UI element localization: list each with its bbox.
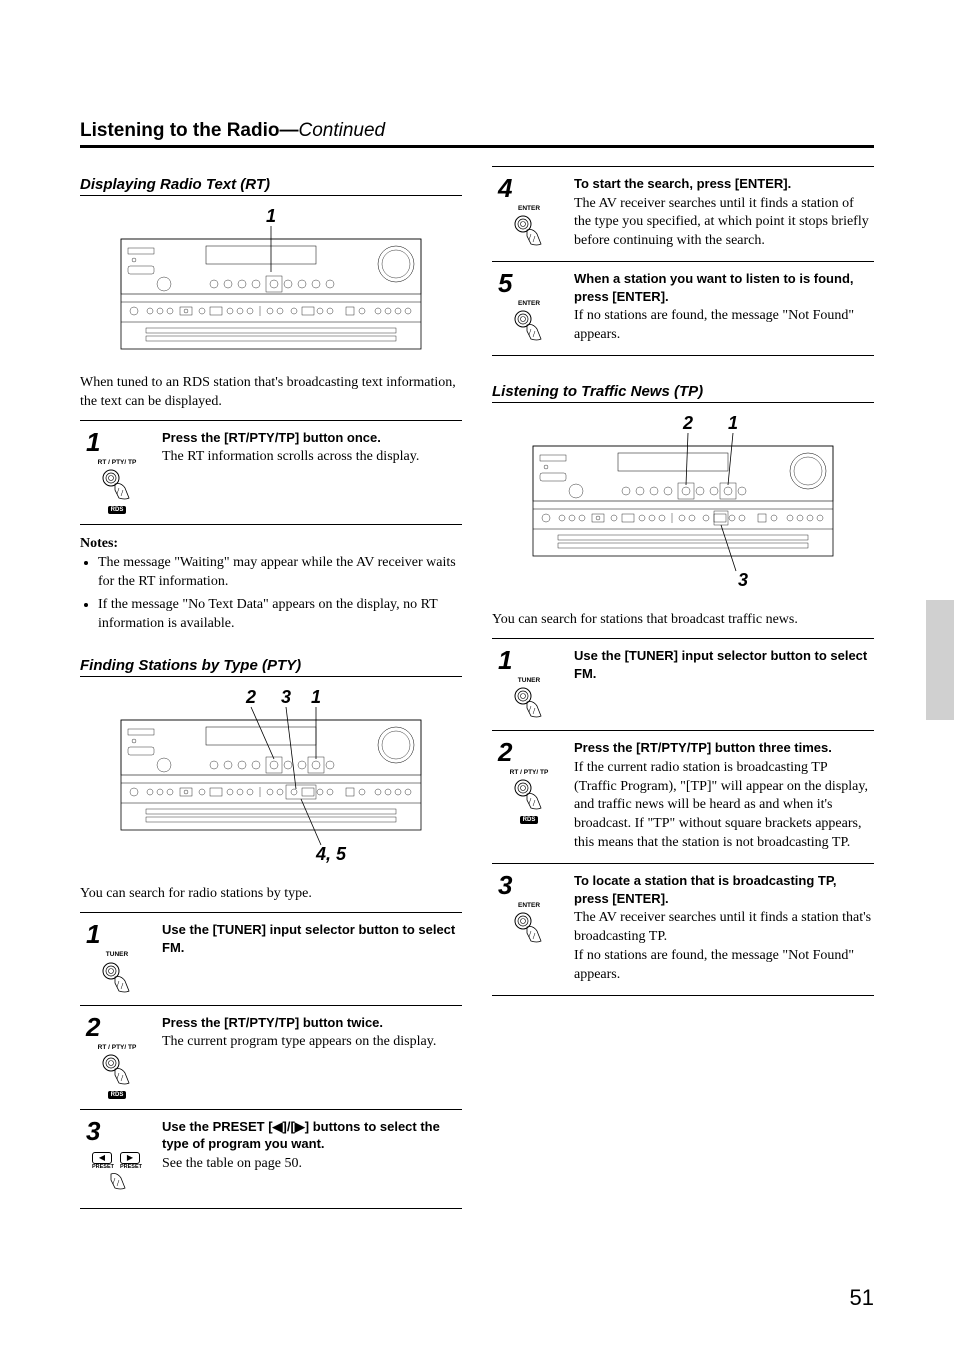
tp-intro: You can search for stations that broadca… <box>492 611 874 630</box>
svg-text:3: 3 <box>281 687 291 707</box>
button-press-icon: ENTER <box>509 300 549 343</box>
step-number: 4 <box>498 175 512 201</box>
step-desc: The current program type appears on the … <box>162 1033 460 1052</box>
pty-step-1: 1 TUNER Use the [TUNER] input selecto <box>80 912 462 1005</box>
step-desc: The AV receiver searches until it finds … <box>574 195 872 252</box>
icon-label: ENTER <box>518 300 540 307</box>
tp-step-3: 3 ENTER To locate a station that is b <box>492 863 874 996</box>
rt-intro: When tuned to an RDS station that's broa… <box>80 374 462 412</box>
device-figure-tp: 2 1 <box>492 411 874 601</box>
step-title: Press the [RT/PTY/TP] button twice. <box>162 1014 460 1032</box>
icon-label: ENTER <box>518 205 540 212</box>
icon-label: RT / PTY/ TP <box>98 459 137 466</box>
step-desc: If no stations are found, the message "N… <box>574 307 872 345</box>
svg-text:3: 3 <box>738 570 748 590</box>
svg-text:4, 5: 4, 5 <box>315 844 347 864</box>
step-title: Use the [TUNER] input selector button to… <box>574 647 872 682</box>
step-desc: If no stations are found, the message "N… <box>574 947 872 985</box>
left-column: Displaying Radio Text (RT) 1 <box>80 166 462 1208</box>
rt-step-1: 1 RT / PTY/ TP RDS Press <box>80 420 462 525</box>
section-heading-pty: Finding Stations by Type (PTY) <box>80 657 462 677</box>
pty-step-5: 5 ENTER When a station you want to li <box>492 261 874 356</box>
step-title: Press the [RT/PTY/TP] button once. <box>162 429 460 447</box>
step-number: 2 <box>498 739 512 765</box>
rds-tag: RDS <box>108 506 127 514</box>
step-number: 5 <box>498 270 512 296</box>
icon-label: TUNER <box>106 951 128 958</box>
button-press-icon: ENTER <box>509 205 549 248</box>
title-cont: Continued <box>299 120 386 141</box>
section-heading-tp: Listening to Traffic News (TP) <box>492 383 874 403</box>
step-title: When a station you want to listen to is … <box>574 270 872 305</box>
device-figure-pty: 2 3 1 <box>80 685 462 875</box>
page-title: Listening to the Radio—Continued <box>80 120 874 148</box>
svg-text:1: 1 <box>728 413 738 433</box>
preset-label-left: PRESET <box>92 1164 114 1170</box>
step-title: Use the [TUNER] input selector button to… <box>162 921 460 956</box>
side-tab <box>926 600 954 720</box>
button-press-icon: RT / PTY/ TP RDS <box>97 459 137 514</box>
pty-intro: You can search for radio stations by typ… <box>80 885 462 904</box>
preset-label-right: PRESET <box>120 1164 142 1170</box>
pty-step-3: 3 ◀ PRESET ▶ PRESET <box>80 1109 462 1209</box>
page-number: 51 <box>850 1285 874 1311</box>
rds-tag: RDS <box>108 1091 127 1099</box>
note-item: If the message "No Text Data" appears on… <box>98 596 462 634</box>
step-number: 1 <box>86 429 100 455</box>
step-title: To start the search, press [ENTER]. <box>574 175 872 193</box>
device-figure-rt: 1 <box>80 204 462 364</box>
button-press-icon: TUNER <box>97 951 137 994</box>
title-main: Listening to the Radio <box>80 120 280 141</box>
section-heading-rt: Displaying Radio Text (RT) <box>80 176 462 196</box>
step-title: Use the PRESET [◀]/[▶] buttons to select… <box>162 1118 460 1153</box>
rds-tag: RDS <box>520 816 539 824</box>
icon-label: RT / PTY/ TP <box>510 769 549 776</box>
tp-step-2: 2 RT / PTY/ TP RDS Press <box>492 730 874 864</box>
pty-step-4: 4 ENTER To start the search, press [E <box>492 166 874 262</box>
button-press-icon: ENTER <box>509 902 549 945</box>
button-press-icon: RT / PTY/ TP RDS <box>97 1044 137 1099</box>
step-number: 2 <box>86 1014 100 1040</box>
step-desc: The RT information scrolls across the di… <box>162 448 460 467</box>
step-number: 3 <box>498 872 512 898</box>
title-sep: — <box>280 120 299 141</box>
step-number: 1 <box>86 921 100 947</box>
notes-heading: Notes: <box>80 536 462 552</box>
icon-label: TUNER <box>518 677 540 684</box>
step-desc: The AV receiver searches until it finds … <box>574 909 872 947</box>
step-desc: See the table on page 50. <box>162 1155 460 1174</box>
pty-step-2: 2 RT / PTY/ TP RDS Press <box>80 1005 462 1110</box>
note-item: The message "Waiting" may appear while t… <box>98 554 462 592</box>
svg-text:1: 1 <box>311 687 321 707</box>
step-number: 3 <box>86 1118 100 1144</box>
svg-text:1: 1 <box>266 206 276 226</box>
step-title: Press the [RT/PTY/TP] button three times… <box>574 739 872 757</box>
button-press-icon: RT / PTY/ TP RDS <box>509 769 549 824</box>
button-press-icon: TUNER <box>509 677 549 720</box>
tp-step-1: 1 TUNER Use the [TUNER] input selecto <box>492 638 874 731</box>
icon-label: ENTER <box>518 902 540 909</box>
step-number: 1 <box>498 647 512 673</box>
step-desc: If the current radio station is broadcas… <box>574 759 872 853</box>
preset-buttons-icon: ◀ PRESET ▶ PRESET <box>92 1148 142 1198</box>
notes-list: The message "Waiting" may appear while t… <box>80 554 462 634</box>
icon-label: RT / PTY/ TP <box>98 1044 137 1051</box>
svg-text:2: 2 <box>682 413 693 433</box>
right-column: 4 ENTER To start the search, press [E <box>492 166 874 1208</box>
step-title: To locate a station that is broadcasting… <box>574 872 872 907</box>
svg-text:2: 2 <box>245 687 256 707</box>
